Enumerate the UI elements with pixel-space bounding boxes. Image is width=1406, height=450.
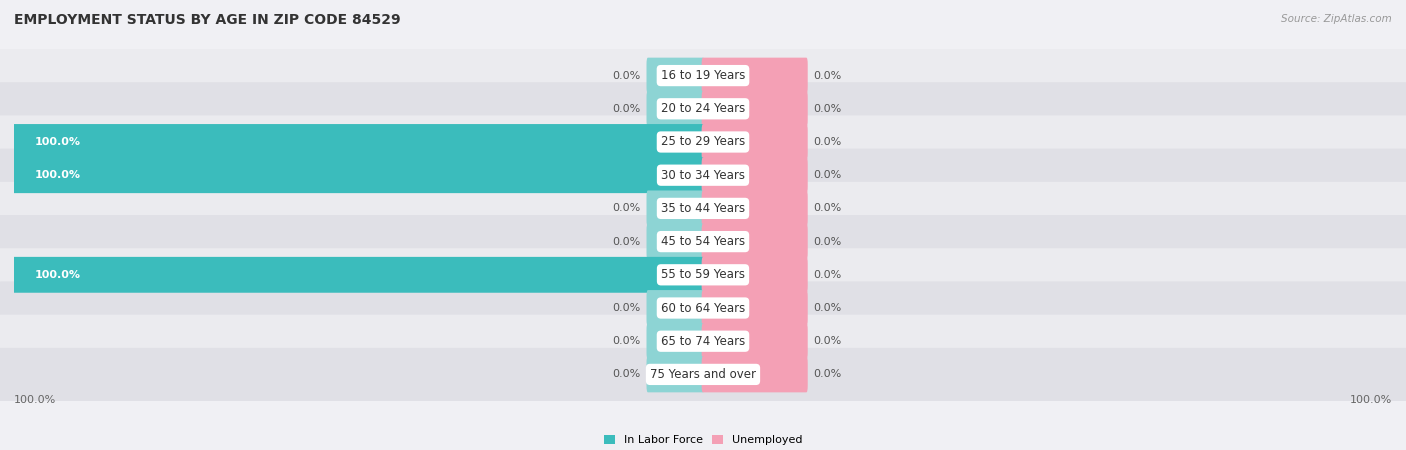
Text: 0.0%: 0.0% [613,71,641,81]
FancyBboxPatch shape [702,356,807,392]
Text: 0.0%: 0.0% [813,336,841,346]
Text: 0.0%: 0.0% [813,203,841,213]
Text: EMPLOYMENT STATUS BY AGE IN ZIP CODE 84529: EMPLOYMENT STATUS BY AGE IN ZIP CODE 845… [14,14,401,27]
FancyBboxPatch shape [702,58,807,94]
FancyBboxPatch shape [647,91,704,127]
Text: 75 Years and over: 75 Years and over [650,368,756,381]
FancyBboxPatch shape [0,281,1406,334]
Text: 100.0%: 100.0% [1350,396,1392,405]
FancyBboxPatch shape [647,323,704,359]
FancyBboxPatch shape [647,58,704,94]
Text: 0.0%: 0.0% [813,237,841,247]
Legend: In Labor Force, Unemployed: In Labor Force, Unemployed [603,435,803,445]
Text: 20 to 24 Years: 20 to 24 Years [661,102,745,115]
Text: 0.0%: 0.0% [813,303,841,313]
FancyBboxPatch shape [0,116,1406,169]
Text: 100.0%: 100.0% [14,396,56,405]
Text: 0.0%: 0.0% [613,336,641,346]
Text: 65 to 74 Years: 65 to 74 Years [661,335,745,348]
FancyBboxPatch shape [702,157,807,193]
Text: 100.0%: 100.0% [35,137,80,147]
FancyBboxPatch shape [13,157,704,193]
Text: 0.0%: 0.0% [613,104,641,114]
FancyBboxPatch shape [0,182,1406,235]
Text: 0.0%: 0.0% [813,137,841,147]
FancyBboxPatch shape [702,224,807,260]
Text: 0.0%: 0.0% [813,170,841,180]
FancyBboxPatch shape [13,257,704,293]
FancyBboxPatch shape [647,224,704,260]
Text: 0.0%: 0.0% [813,71,841,81]
FancyBboxPatch shape [702,257,807,293]
Text: 55 to 59 Years: 55 to 59 Years [661,268,745,281]
FancyBboxPatch shape [702,124,807,160]
Text: 0.0%: 0.0% [813,270,841,280]
FancyBboxPatch shape [0,315,1406,368]
Text: 45 to 54 Years: 45 to 54 Years [661,235,745,248]
FancyBboxPatch shape [0,148,1406,202]
Text: 0.0%: 0.0% [613,237,641,247]
FancyBboxPatch shape [702,190,807,226]
Text: 25 to 29 Years: 25 to 29 Years [661,135,745,148]
Text: 100.0%: 100.0% [35,270,80,280]
Text: 35 to 44 Years: 35 to 44 Years [661,202,745,215]
FancyBboxPatch shape [0,49,1406,102]
FancyBboxPatch shape [0,82,1406,135]
FancyBboxPatch shape [0,248,1406,302]
Text: 0.0%: 0.0% [613,303,641,313]
Text: Source: ZipAtlas.com: Source: ZipAtlas.com [1281,14,1392,23]
FancyBboxPatch shape [702,323,807,359]
FancyBboxPatch shape [647,290,704,326]
Text: 60 to 64 Years: 60 to 64 Years [661,302,745,315]
Text: 100.0%: 100.0% [35,170,80,180]
FancyBboxPatch shape [647,190,704,226]
FancyBboxPatch shape [13,124,704,160]
FancyBboxPatch shape [0,215,1406,268]
FancyBboxPatch shape [647,356,704,392]
FancyBboxPatch shape [0,348,1406,401]
Text: 0.0%: 0.0% [813,104,841,114]
Text: 30 to 34 Years: 30 to 34 Years [661,169,745,182]
Text: 0.0%: 0.0% [813,369,841,379]
Text: 0.0%: 0.0% [613,369,641,379]
FancyBboxPatch shape [702,290,807,326]
Text: 0.0%: 0.0% [613,203,641,213]
Text: 16 to 19 Years: 16 to 19 Years [661,69,745,82]
FancyBboxPatch shape [702,91,807,127]
